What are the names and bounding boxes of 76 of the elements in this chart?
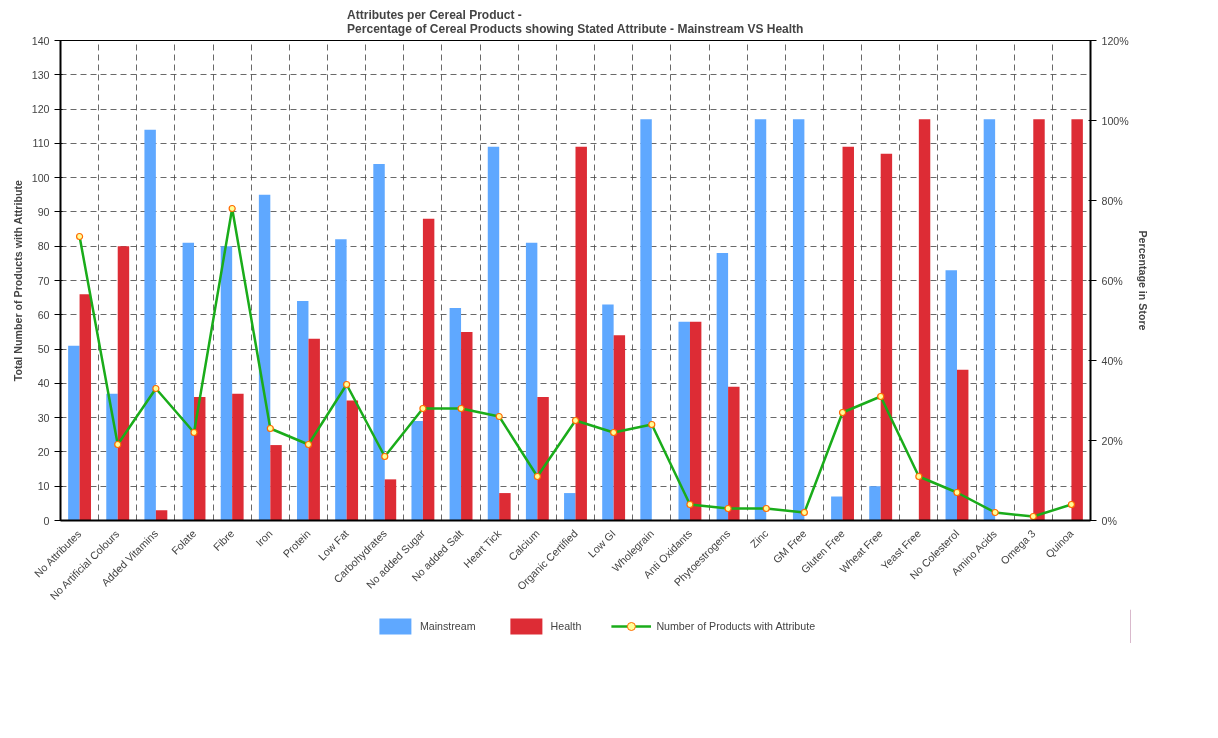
bar — [1071, 119, 1083, 521]
y2-tick-label: 0% — [1101, 514, 1118, 527]
y2-tick-label: 100% — [1101, 114, 1130, 127]
y2-axis-title: Percentage in Store — [1136, 230, 1149, 331]
y-tick-label: 90 — [37, 205, 50, 218]
bar — [880, 153, 893, 521]
x-tick-label: Iron — [253, 527, 275, 549]
bar — [602, 304, 614, 521]
y-tick-label: 10 — [37, 480, 50, 493]
bar — [384, 479, 397, 521]
bar — [945, 270, 957, 521]
bar — [155, 510, 168, 521]
legend-label: Number of Products with Attribute — [656, 620, 816, 632]
y-tick-label: 140 — [31, 34, 50, 47]
y-tick-label: 120 — [31, 103, 50, 116]
y-axis-title: Total Number of Products with Attribute — [11, 179, 24, 382]
y-tick-label: 130 — [31, 68, 50, 81]
bar — [308, 338, 320, 521]
bar — [869, 486, 881, 521]
bar — [918, 119, 931, 521]
y-tick-label: 100 — [31, 171, 50, 184]
y2-tick-label: 60% — [1101, 274, 1124, 287]
bar — [575, 146, 587, 521]
y2-tick-label: 20% — [1101, 434, 1124, 447]
y2-tick-label: 40% — [1101, 354, 1124, 367]
y2-tick-label: 80% — [1101, 194, 1124, 207]
bar — [106, 393, 118, 521]
bar — [831, 496, 843, 521]
y-tick-label: 40 — [37, 377, 50, 390]
bar — [842, 146, 854, 521]
y2-tick-label: 120% — [1101, 34, 1130, 47]
bar — [689, 321, 702, 521]
y-tick-label: 30 — [37, 411, 50, 424]
bar — [411, 421, 423, 521]
bar — [640, 119, 652, 521]
bar — [68, 345, 80, 521]
y-tick-label: 80 — [37, 240, 50, 253]
bar — [564, 493, 576, 521]
y-tick-label: 0 — [43, 514, 50, 527]
bar — [270, 445, 282, 521]
bar — [220, 246, 233, 521]
bar — [258, 194, 271, 521]
y-tick-label: 50 — [37, 343, 50, 356]
bar — [373, 163, 385, 521]
bar — [754, 119, 767, 521]
bar — [232, 393, 244, 521]
legend-label: Mainstream — [419, 620, 476, 632]
bar — [449, 307, 462, 521]
bar — [297, 301, 309, 521]
y-tick-label: 20 — [37, 445, 50, 458]
y-tick-label: 60 — [37, 308, 50, 321]
chart-title: Attributes per Cereal Product - Percentage of Cereal Products showing Stated Attribute - Mainstream VS Health — [347, 7, 804, 36]
y-tick-label: 70 — [37, 274, 50, 287]
bar — [461, 331, 473, 521]
bar — [792, 119, 805, 521]
bar — [79, 294, 92, 521]
x-tick-label: Zinc — [747, 526, 771, 550]
bar — [117, 246, 130, 521]
bar — [335, 239, 347, 521]
bar — [728, 386, 740, 521]
bar — [422, 218, 435, 521]
bar — [1033, 119, 1045, 521]
bar — [525, 242, 538, 521]
bar — [537, 397, 549, 521]
y-tick-label: 110 — [32, 137, 50, 150]
legend-label: Health — [550, 620, 582, 632]
bar — [346, 400, 359, 521]
bar — [956, 369, 969, 521]
bar — [983, 119, 996, 521]
bar — [487, 146, 500, 521]
bar — [499, 493, 511, 521]
bar — [613, 335, 626, 521]
bar — [716, 253, 729, 521]
bar — [182, 242, 195, 521]
bar — [678, 321, 690, 521]
bar — [144, 129, 156, 521]
